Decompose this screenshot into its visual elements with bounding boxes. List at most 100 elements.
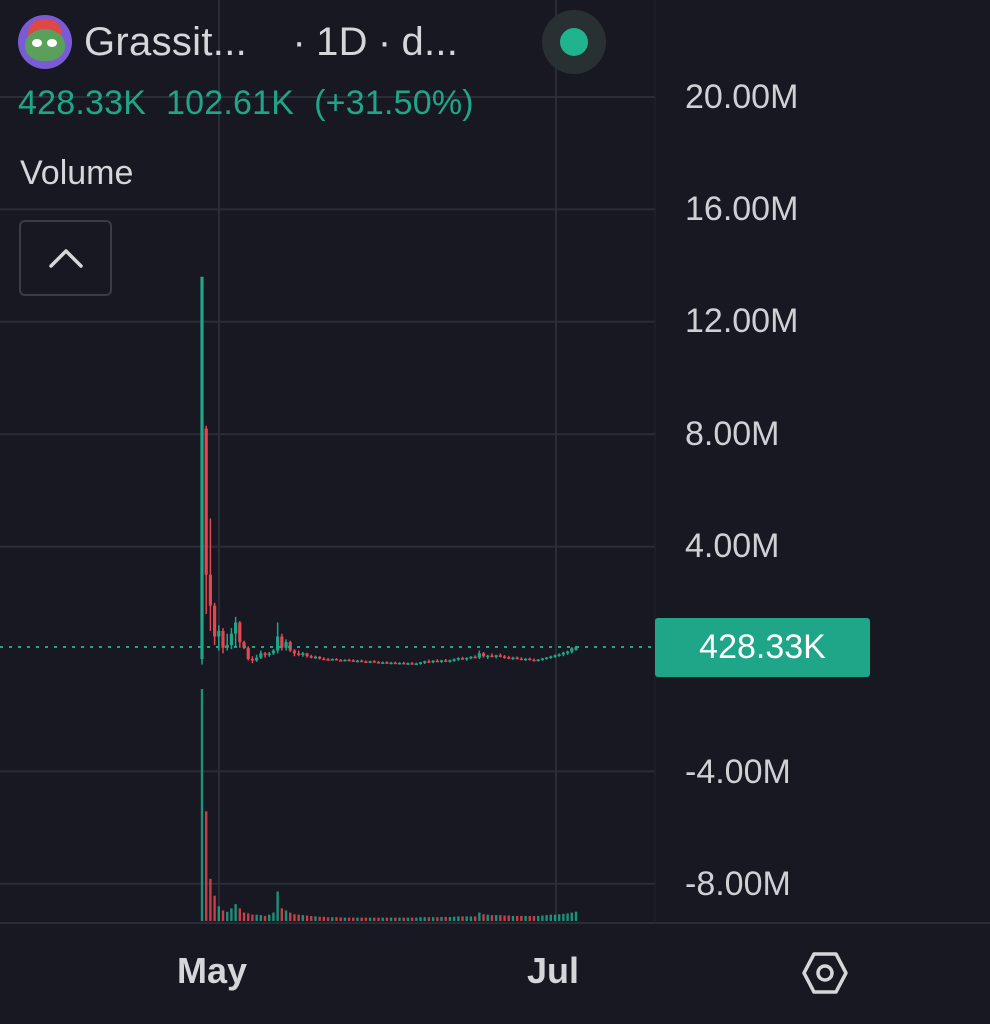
- candle-body[interactable]: [221, 630, 225, 648]
- candle-body[interactable]: [280, 636, 284, 648]
- candle-body[interactable]: [423, 661, 427, 663]
- candle-body[interactable]: [444, 660, 448, 662]
- collapse-legend-button[interactable]: [19, 220, 112, 296]
- candle-body[interactable]: [481, 653, 486, 657]
- candle-body[interactable]: [515, 657, 519, 660]
- candle-body[interactable]: [204, 428, 208, 575]
- candle-body[interactable]: [460, 658, 465, 660]
- candle-body[interactable]: [519, 658, 523, 661]
- candle-body[interactable]: [473, 656, 477, 659]
- candle-body[interactable]: [313, 656, 318, 659]
- candle-body[interactable]: [448, 660, 452, 662]
- candle-body[interactable]: [208, 574, 213, 606]
- candle-body[interactable]: [267, 653, 271, 655]
- candle-body[interactable]: [536, 659, 540, 662]
- candle-body[interactable]: [570, 648, 574, 652]
- candle-body[interactable]: [234, 622, 238, 634]
- candle-body[interactable]: [355, 660, 360, 663]
- candle-body[interactable]: [418, 662, 423, 664]
- candle-body[interactable]: [351, 660, 355, 662]
- candle-body[interactable]: [276, 636, 280, 651]
- candle-body[interactable]: [414, 663, 418, 665]
- symbol-title[interactable]: Grassit... · 1D · d...: [84, 20, 458, 65]
- candle-body[interactable]: [326, 659, 330, 661]
- time-tick-label: Jul: [527, 950, 580, 991]
- candle-body[interactable]: [553, 655, 557, 657]
- candle-body[interactable]: [292, 650, 297, 654]
- candle-body[interactable]: [200, 276, 204, 659]
- candle-body[interactable]: [528, 658, 532, 661]
- candle-body[interactable]: [381, 662, 385, 664]
- candle-body[interactable]: [523, 658, 528, 661]
- candle-body[interactable]: [544, 657, 549, 660]
- volume-bar: [276, 891, 279, 921]
- candle-body[interactable]: [368, 661, 372, 663]
- candle-body[interactable]: [427, 661, 431, 663]
- candle-body[interactable]: [402, 662, 406, 665]
- candle-body[interactable]: [511, 657, 515, 660]
- candle-body[interactable]: [284, 642, 288, 648]
- candle-body[interactable]: [334, 659, 339, 661]
- candle-body[interactable]: [477, 653, 481, 658]
- candle-body[interactable]: [502, 656, 507, 658]
- candle-body[interactable]: [271, 650, 276, 654]
- chart-header[interactable]: Grassit... · 1D · d...: [18, 14, 458, 70]
- candle-body[interactable]: [213, 605, 217, 637]
- candle-body[interactable]: [297, 653, 301, 655]
- candle-body[interactable]: [305, 653, 309, 657]
- candle-body[interactable]: [452, 659, 456, 661]
- candle-body[interactable]: [242, 642, 246, 648]
- candle-body[interactable]: [238, 622, 242, 643]
- candle-body[interactable]: [376, 662, 381, 664]
- candle-body[interactable]: [456, 658, 460, 660]
- candle-body[interactable]: [549, 656, 553, 658]
- candle-body[interactable]: [431, 660, 435, 663]
- candlestick-series[interactable]: [200, 276, 578, 666]
- candle-body[interactable]: [364, 661, 368, 664]
- candle-body[interactable]: [372, 661, 376, 663]
- candle-body[interactable]: [263, 653, 267, 655]
- candle-body[interactable]: [435, 660, 439, 663]
- candle-body[interactable]: [397, 662, 402, 665]
- candle-body[interactable]: [469, 656, 473, 659]
- candle-body[interactable]: [322, 658, 326, 661]
- candle-body[interactable]: [486, 655, 490, 658]
- volume-bar: [406, 917, 410, 921]
- candle-body[interactable]: [343, 659, 347, 662]
- candle-body[interactable]: [229, 633, 234, 645]
- candle-body[interactable]: [250, 659, 255, 661]
- candle-body[interactable]: [330, 659, 334, 661]
- candle-body[interactable]: [246, 647, 250, 659]
- candle-body[interactable]: [494, 655, 498, 657]
- candle-body[interactable]: [490, 655, 494, 658]
- candle-body[interactable]: [360, 660, 364, 663]
- candle-body[interactable]: [255, 657, 259, 661]
- candle-body[interactable]: [540, 658, 544, 660]
- candle-body[interactable]: [393, 662, 397, 665]
- candle-body[interactable]: [574, 646, 578, 650]
- volume-bar: [373, 917, 376, 921]
- settings-hexagon-icon[interactable]: [800, 948, 850, 998]
- candle-body[interactable]: [532, 659, 536, 662]
- candle-body[interactable]: [465, 657, 469, 660]
- candle-body[interactable]: [561, 652, 565, 655]
- candle-body[interactable]: [410, 663, 414, 665]
- candle-body[interactable]: [385, 662, 389, 664]
- candle-body[interactable]: [217, 630, 221, 637]
- candle-body[interactable]: [507, 657, 511, 659]
- candle-body[interactable]: [309, 656, 313, 658]
- candle-body[interactable]: [389, 662, 393, 665]
- candle-body[interactable]: [406, 663, 410, 665]
- candle-body[interactable]: [339, 660, 343, 662]
- candle-body[interactable]: [318, 656, 322, 659]
- candle-body[interactable]: [347, 659, 351, 662]
- indicator-label[interactable]: Volume: [20, 154, 134, 192]
- candle-body[interactable]: [498, 655, 502, 657]
- candle-body[interactable]: [557, 654, 561, 657]
- volume-bar: [272, 912, 275, 921]
- candle-body[interactable]: [301, 653, 305, 655]
- candle-body[interactable]: [439, 660, 444, 662]
- candle-body[interactable]: [259, 653, 263, 658]
- candle-body[interactable]: [565, 651, 570, 654]
